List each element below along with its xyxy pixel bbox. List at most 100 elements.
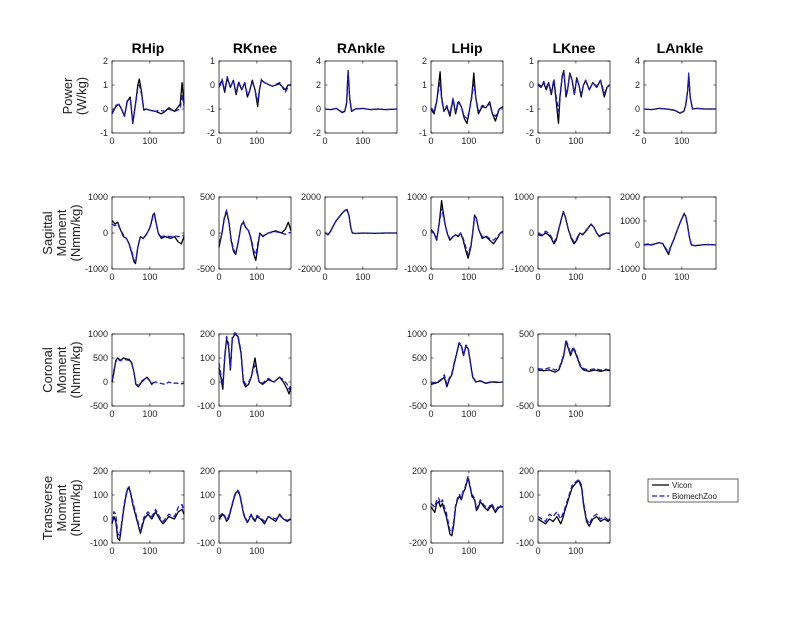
y-tick-label: -500 <box>197 264 215 274</box>
title-lknee: LKnee <box>553 40 596 56</box>
x-tick-label: 100 <box>568 136 583 146</box>
y-tick-label: 1 <box>103 80 108 90</box>
x-tick-label: 0 <box>109 136 114 146</box>
y-tick-label: 2 <box>422 56 427 66</box>
series-vicon-line <box>430 199 504 259</box>
series-vicon-line <box>430 477 503 537</box>
series-vicon-line <box>111 357 155 388</box>
y-tick-label: -100 <box>90 538 108 548</box>
y-tick-label: -1000 <box>404 264 427 274</box>
x-tick-label: 0 <box>428 409 433 419</box>
axes-box <box>430 333 504 407</box>
row-label-transverse: Transverse Moment (Nmm/kg) <box>40 476 83 541</box>
y-tick-label: 1000 <box>88 329 108 339</box>
y-tick-label: 1000 <box>88 192 108 202</box>
row-label-sagittal-line-2: Moment <box>54 209 69 256</box>
series-biomechzoo-line <box>537 339 611 371</box>
row-label-transverse-line-1: Transverse <box>40 476 55 541</box>
axes-box <box>218 470 292 544</box>
x-tick-label: 0 <box>535 272 540 282</box>
title-rankle: RAnkle <box>337 40 385 56</box>
y-tick-label: 1 <box>529 56 534 66</box>
series-biomechzoo-line <box>111 358 185 387</box>
x-tick-label: 100 <box>142 136 157 146</box>
y-tick-label: -1 <box>526 104 534 114</box>
y-tick-label: 0 <box>210 228 215 238</box>
series-biomechzoo-line <box>218 489 292 523</box>
y-tick-label: 1000 <box>407 192 427 202</box>
x-tick-label: 0 <box>109 409 114 419</box>
y-tick-label: 0 <box>529 514 534 524</box>
y-tick-label: -200 <box>409 538 427 548</box>
y-tick-label: -2 <box>632 128 640 138</box>
y-tick-label: -500 <box>90 401 108 411</box>
series-biomechzoo-line <box>537 478 611 525</box>
y-tick-label: 200 <box>200 466 215 476</box>
subplot-p-rknee-power: -2 -1 0 1 0 100 <box>207 56 292 146</box>
y-tick-label: 0 <box>210 80 215 90</box>
series-vicon-line <box>430 71 504 125</box>
x-tick-label: 100 <box>461 136 476 146</box>
x-tick-label: 0 <box>322 136 327 146</box>
x-tick-label: 100 <box>461 409 476 419</box>
y-tick-label: 0 <box>422 502 427 512</box>
x-tick-label: 0 <box>535 546 540 556</box>
y-tick-label: 2 <box>635 80 640 90</box>
y-tick-label: -2 <box>207 128 215 138</box>
y-tick-label: 100 <box>200 353 215 363</box>
legend-label-zoo: BiomechZoo <box>672 492 717 501</box>
row-label-power: Power (W/kg) <box>60 77 89 115</box>
series-vicon-line <box>218 333 292 395</box>
y-tick-label: 4 <box>635 56 640 66</box>
y-tick-label: -2 <box>313 128 321 138</box>
series-biomechzoo-line <box>643 212 717 253</box>
axes-box <box>111 470 185 544</box>
series-biomechzoo-line <box>324 209 397 236</box>
x-tick-label: 100 <box>568 272 583 282</box>
title-lankle: LAnkle <box>657 40 704 56</box>
y-tick-label: 1000 <box>514 192 534 202</box>
y-tick-label: 0 <box>422 104 427 114</box>
y-tick-label: -1 <box>100 128 108 138</box>
series-biomechzoo-line <box>218 209 292 256</box>
axes-box <box>111 60 185 134</box>
axes-box <box>111 333 185 407</box>
y-tick-label: 500 <box>93 353 108 363</box>
y-tick-label: -100 <box>197 538 215 548</box>
y-tick-label: 0 <box>422 228 427 238</box>
y-tick-label: 2 <box>103 56 108 66</box>
y-tick-label: -2 <box>526 128 534 138</box>
x-tick-label: 100 <box>142 409 157 419</box>
series-vicon-line <box>218 490 292 525</box>
y-tick-label: 0 <box>422 377 427 387</box>
x-tick-label: 0 <box>109 272 114 282</box>
series-biomechzoo-line <box>537 211 610 243</box>
x-tick-label: 100 <box>249 409 264 419</box>
y-tick-label: -500 <box>516 401 534 411</box>
axes-box <box>537 470 611 544</box>
y-tick-label: -1000 <box>511 264 534 274</box>
x-tick-label: 0 <box>216 136 221 146</box>
y-tick-label: -1000 <box>85 264 108 274</box>
y-tick-label: 100 <box>519 490 534 500</box>
title-rknee: RKnee <box>233 40 278 56</box>
y-tick-label: 0 <box>529 228 534 238</box>
y-tick-label: 0 <box>529 365 534 375</box>
x-tick-label: 0 <box>428 546 433 556</box>
legend-box <box>647 478 739 503</box>
x-tick-label: 0 <box>641 272 646 282</box>
y-tick-label: 500 <box>519 329 534 339</box>
x-tick-label: 0 <box>428 272 433 282</box>
row-label-transverse-line-2: Moment <box>54 484 69 531</box>
legend: Vicon BiomechZoo <box>647 478 739 503</box>
row-label-sagittal-line-3: (Nmm/kg) <box>68 204 83 261</box>
x-tick-label: 0 <box>535 409 540 419</box>
x-tick-label: 0 <box>216 546 221 556</box>
